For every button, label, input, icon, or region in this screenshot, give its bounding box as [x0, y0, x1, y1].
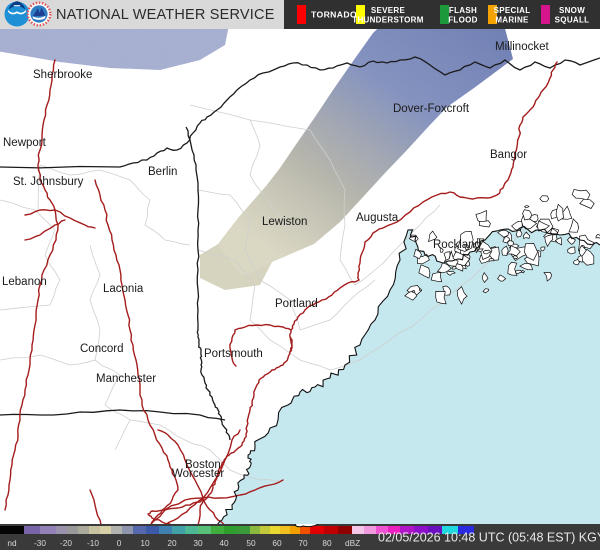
svg-text:SQUALL: SQUALL [555, 16, 590, 25]
svg-text:SNOW: SNOW [559, 6, 585, 15]
svg-text:SEVERE: SEVERE [371, 6, 406, 15]
svg-text:MARINE: MARINE [495, 16, 529, 25]
svg-text:Portland: Portland [275, 298, 318, 310]
svg-text:FLOOD: FLOOD [448, 16, 478, 25]
svg-text:Newport: Newport [3, 137, 47, 149]
svg-text:Portsmouth: Portsmouth [204, 348, 263, 360]
svg-text:02/05/2026 10:48 UTC (05:48 ES: 02/05/2026 10:48 UTC (05:48 EST) KGYX [378, 531, 600, 545]
svg-text:Rockland: Rockland [433, 239, 481, 251]
svg-text:TORNADO: TORNADO [311, 10, 357, 20]
svg-text:St. Johnsbury: St. Johnsbury [13, 176, 84, 188]
svg-text:SPECIAL: SPECIAL [494, 6, 531, 15]
svg-text:Millinocket: Millinocket [495, 41, 549, 53]
svg-text:THUNDERSTORM: THUNDERSTORM [352, 16, 423, 25]
svg-text:FLASH: FLASH [449, 6, 477, 15]
svg-text:Lewiston: Lewiston [262, 216, 307, 228]
svg-text:Boston: Boston [185, 459, 221, 471]
svg-text:Manchester: Manchester [96, 373, 156, 385]
svg-text:Berlin: Berlin [148, 166, 177, 178]
svg-text:Sherbrooke: Sherbrooke [33, 69, 92, 81]
svg-text:Bangor: Bangor [490, 149, 527, 161]
svg-text:Laconia: Laconia [103, 283, 144, 295]
svg-text:Augusta: Augusta [356, 212, 399, 224]
svg-text:Dover-Foxcroft: Dover-Foxcroft [393, 103, 470, 115]
svg-text:Lebanon: Lebanon [2, 276, 47, 288]
svg-text:Concord: Concord [80, 343, 123, 355]
